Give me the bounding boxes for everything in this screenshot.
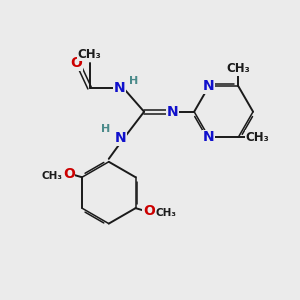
Text: CH₃: CH₃: [246, 131, 269, 144]
Text: O: O: [70, 56, 82, 70]
Text: N: N: [113, 81, 125, 95]
Text: N: N: [203, 130, 215, 144]
Text: CH₃: CH₃: [226, 62, 250, 75]
Text: CH₃: CH₃: [155, 208, 176, 218]
Text: H: H: [101, 124, 110, 134]
Text: N: N: [115, 131, 126, 145]
Text: CH₃: CH₃: [78, 48, 101, 61]
Text: O: O: [63, 167, 75, 181]
Text: CH₃: CH₃: [41, 171, 62, 181]
Text: N: N: [203, 79, 215, 93]
Text: H: H: [129, 76, 138, 86]
Text: O: O: [143, 204, 155, 218]
Text: N: N: [166, 105, 178, 119]
